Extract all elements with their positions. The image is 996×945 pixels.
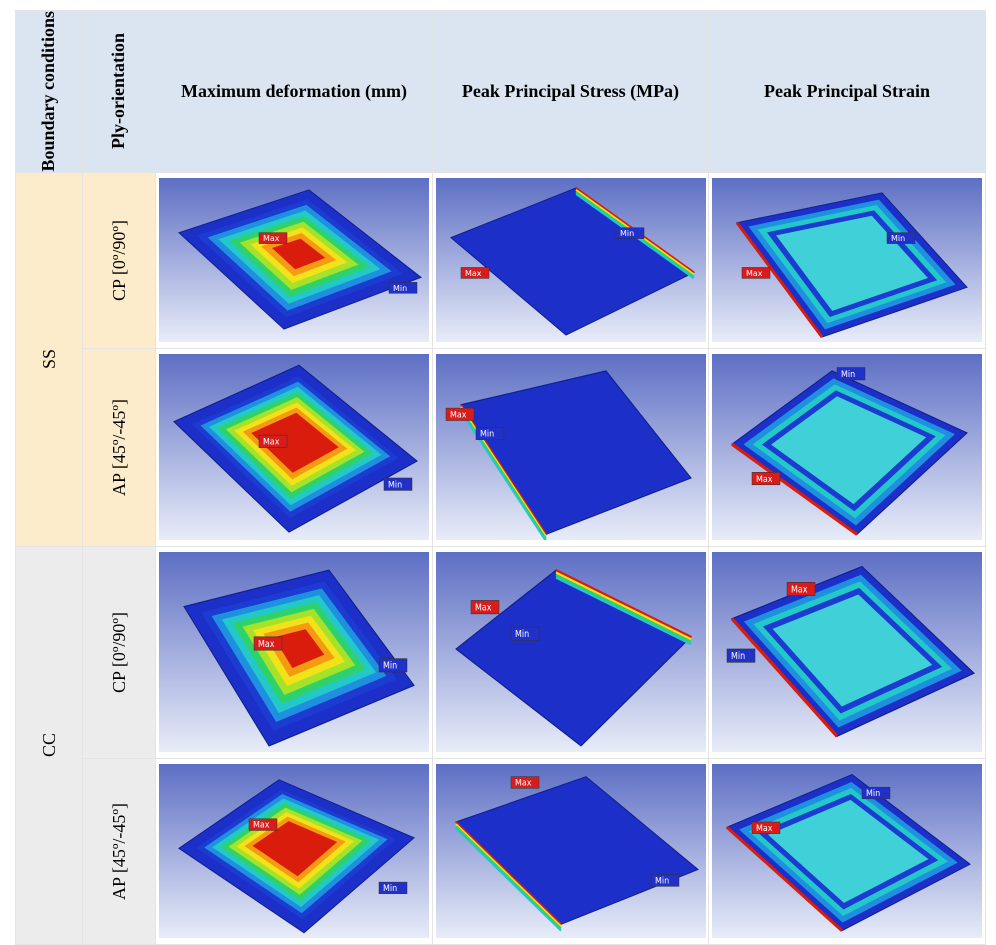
plot-cell: Max Min xyxy=(433,172,709,348)
ply-cell: AP [45º/-45º] xyxy=(83,348,156,546)
max-tag-label: Max xyxy=(465,269,482,278)
min-tag-label: Min xyxy=(515,630,529,641)
min-tag-label: Min xyxy=(393,284,407,293)
ply-text: CP [0º/90º] xyxy=(109,220,130,301)
max-tag-label: Max xyxy=(258,639,275,650)
contour-plot: Max Min xyxy=(159,178,429,342)
plot-cell: Max Min xyxy=(156,758,433,944)
contour-plot: Max Min xyxy=(712,354,982,540)
header-cell: Maximum deformation (mm) xyxy=(156,11,433,173)
boundary-cell: CC xyxy=(16,546,83,944)
plot-cell: Max Min xyxy=(709,172,986,348)
data-row: AP [45º/-45º] Max Min Max Min Max Min xyxy=(16,758,986,944)
boundary-text: CC xyxy=(39,733,60,757)
min-tag-label: Min xyxy=(480,429,494,440)
data-row: CC CP [0º/90º] Max Min Max Min Max Min xyxy=(16,546,986,758)
min-tag-label: Min xyxy=(866,788,880,798)
min-tag-label: Min xyxy=(620,229,634,238)
plot-cell: Max Min xyxy=(709,348,986,546)
header-cell: Boundary conditions xyxy=(16,11,83,173)
max-tag-label: Max xyxy=(756,474,773,485)
plot-cell: Max Min xyxy=(709,758,986,944)
contour-plot: Max Min xyxy=(436,764,706,938)
max-tag-label: Max xyxy=(515,777,532,787)
contour-plot: Max Min xyxy=(159,764,429,938)
contour-plot: Max Min xyxy=(712,764,982,938)
plot-cell: Max Min xyxy=(156,348,433,546)
min-tag-label: Min xyxy=(383,661,397,672)
ply-text: AP [45º/-45º] xyxy=(109,803,130,900)
ply-cell: CP [0º/90º] xyxy=(83,172,156,348)
max-tag-label: Max xyxy=(791,585,808,596)
ply-cell: AP [45º/-45º] xyxy=(83,758,156,944)
header-text: Maximum deformation (mm) xyxy=(164,75,424,107)
ply-cell: CP [0º/90º] xyxy=(83,546,156,758)
contour-plot: Max Min xyxy=(712,178,982,342)
contour-plot: Max Min xyxy=(712,552,982,752)
max-tag-label: Max xyxy=(756,823,773,833)
contour-plot: Max Min xyxy=(436,354,706,540)
plot-cell: Max Min xyxy=(433,546,709,758)
max-tag-label: Max xyxy=(263,234,280,243)
max-tag-label: Max xyxy=(450,410,467,421)
header-cell: Ply-orientation xyxy=(83,11,156,173)
min-tag-label: Min xyxy=(841,370,855,381)
header-cell: Peak Principal Strain xyxy=(709,11,986,173)
min-tag-label: Min xyxy=(891,234,905,243)
results-table: Boundary conditions Ply-orientation Maximu… xyxy=(15,10,986,945)
plot-cell: Max Min xyxy=(433,758,709,944)
min-tag-label: Min xyxy=(731,651,745,662)
contour-plot: Max Min xyxy=(159,354,429,540)
header-text: Peak Principal Stress (MPa) xyxy=(441,75,700,107)
max-tag-label: Max xyxy=(253,820,270,830)
header-row: Boundary conditions Ply-orientation Maximu… xyxy=(16,11,986,173)
contour-plot: Max Min xyxy=(436,552,706,752)
min-tag-label: Min xyxy=(383,883,397,893)
ply-text: AP [45º/-45º] xyxy=(109,399,130,496)
boundary-cell: SS xyxy=(16,172,83,546)
min-tag-label: Min xyxy=(655,875,669,885)
max-tag-label: Max xyxy=(746,269,763,278)
header-cell: Peak Principal Stress (MPa) xyxy=(433,11,709,173)
plot-cell: Max Min xyxy=(156,546,433,758)
contour-plot: Max Min xyxy=(436,178,706,342)
plot-cell: Max Min xyxy=(433,348,709,546)
max-tag-label: Max xyxy=(263,437,280,448)
header-text: Boundary conditions xyxy=(39,11,59,172)
header-text: Peak Principal Strain xyxy=(717,75,977,107)
table-figure: Boundary conditions Ply-orientation Maximu… xyxy=(15,10,986,945)
max-tag-label: Max xyxy=(475,603,492,614)
data-row: AP [45º/-45º] Max Min Max Min Max Min xyxy=(16,348,986,546)
ply-text: CP [0º/90º] xyxy=(109,612,130,693)
contour-plot: Max Min xyxy=(159,552,429,752)
boundary-text: SS xyxy=(39,349,60,369)
header-text: Ply-orientation xyxy=(109,33,129,149)
plot-cell: Max Min xyxy=(156,172,433,348)
min-tag-label: Min xyxy=(388,480,402,491)
plot-cell: Max Min xyxy=(709,546,986,758)
